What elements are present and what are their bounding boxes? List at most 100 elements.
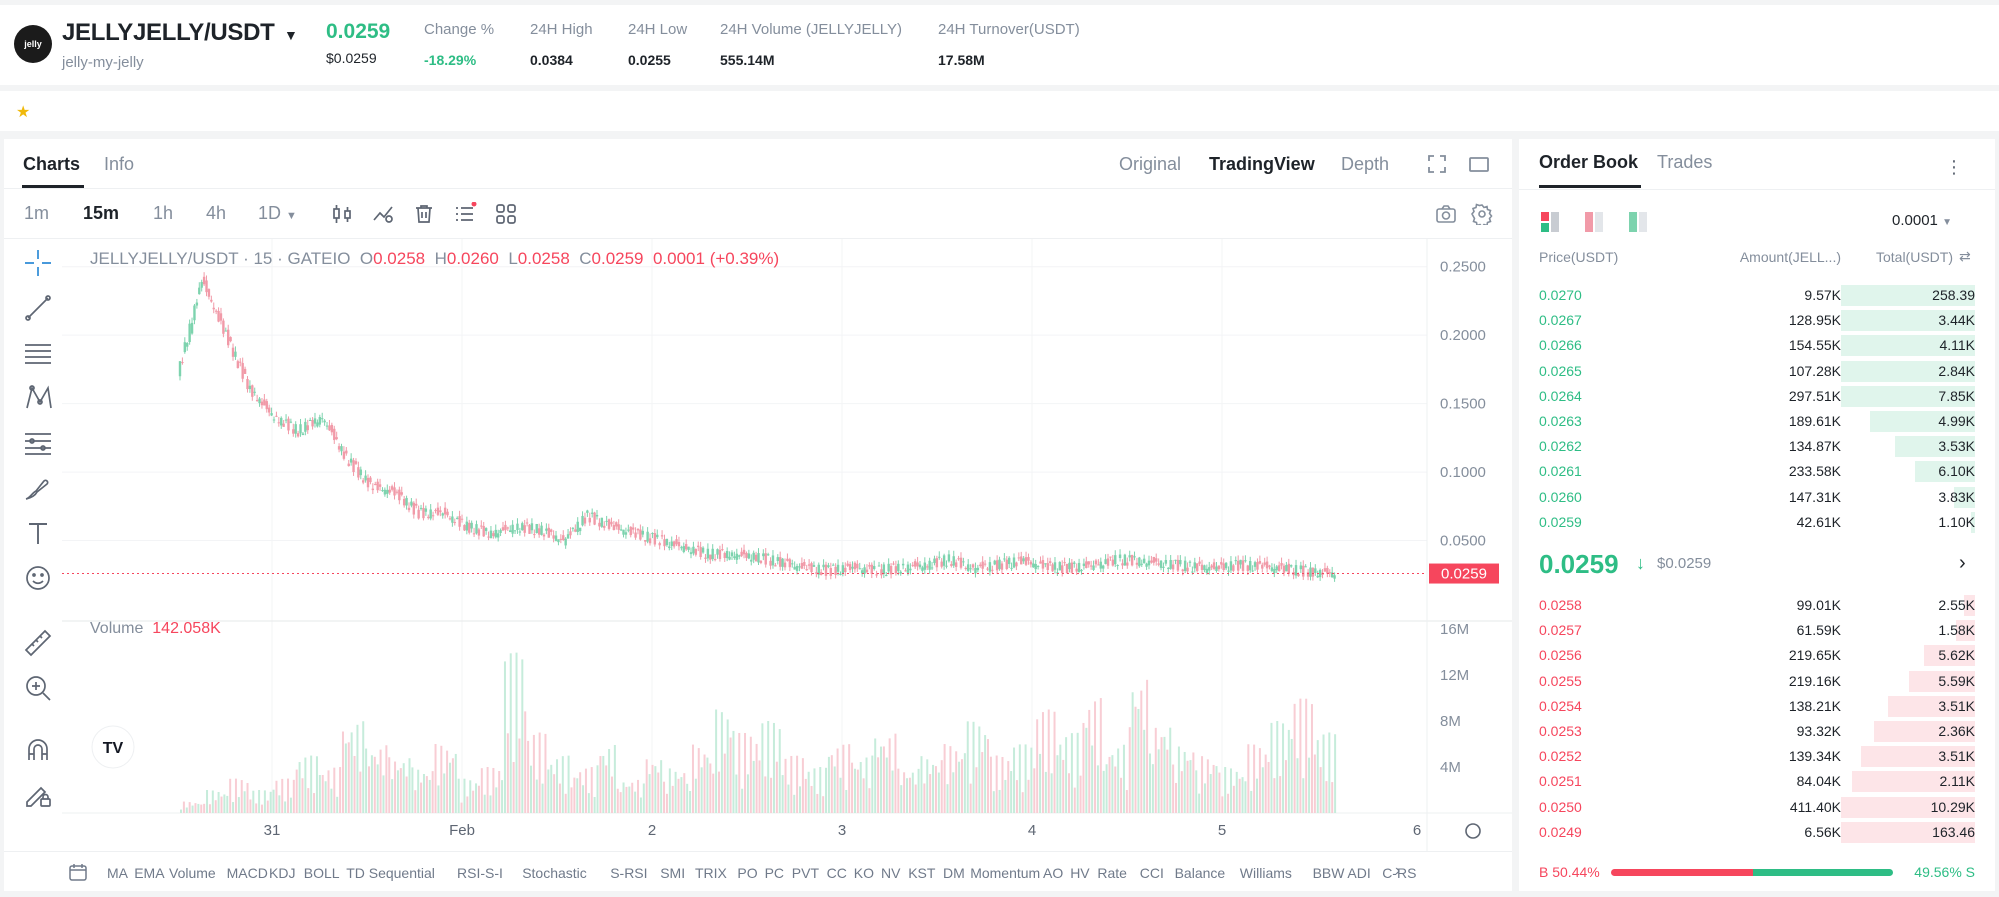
crosshair-icon[interactable] xyxy=(22,247,54,279)
window-icon[interactable] xyxy=(1468,153,1490,175)
indicator-pc[interactable]: PC xyxy=(764,865,785,881)
view-original[interactable]: Original xyxy=(1119,154,1182,174)
indicator-ma[interactable]: MA xyxy=(107,865,128,881)
star-icon[interactable]: ★ xyxy=(16,104,31,121)
ask-row[interactable]: 0.0261 233.58K 6.10K xyxy=(1519,459,1995,484)
indicator-smi[interactable]: SMI xyxy=(660,865,686,881)
indicator-s-rsi[interactable]: S-RSI xyxy=(610,865,648,881)
bid-row[interactable]: 0.0250 411.40K 10.29K xyxy=(1519,795,1995,820)
magnet-icon[interactable] xyxy=(22,734,54,766)
indicator-cci[interactable]: CCI xyxy=(1139,865,1164,881)
indicator-kdj[interactable]: KDJ xyxy=(269,865,296,881)
indicator-rsi-s-i[interactable]: RSI-S-I xyxy=(457,865,503,881)
indicator-pvt[interactable]: PVT xyxy=(791,865,820,881)
indicator-williams[interactable]: Williams xyxy=(1239,865,1292,881)
ask-row[interactable]: 0.0259 42.61K 1.10K xyxy=(1519,510,1995,535)
ask-row[interactable]: 0.0270 9.57K 258.39 xyxy=(1519,283,1995,308)
price-chart[interactable]: 0.0259 0.2500 0.2000 0.1500 0.1000 0.0500 16M 1… xyxy=(62,239,1512,851)
indicator-nv[interactable]: NV xyxy=(881,865,901,881)
tab-order-book[interactable]: Order Book xyxy=(1539,152,1639,172)
indicator-c-rs[interactable]: C-RS xyxy=(1382,865,1417,881)
tab-charts[interactable]: Charts xyxy=(23,154,81,174)
chevron-right-icon[interactable]: › xyxy=(1959,552,1966,574)
pattern-icon[interactable] xyxy=(22,382,54,414)
indicator-ema[interactable]: EMA xyxy=(134,865,165,881)
tab-trades[interactable]: Trades xyxy=(1657,152,1713,172)
ask-row[interactable]: 0.0263 189.61K 4.99K xyxy=(1519,409,1995,434)
lock-drawing-icon[interactable] xyxy=(22,779,54,811)
layout-both-icon[interactable] xyxy=(1539,211,1561,238)
layout-asks-icon[interactable] xyxy=(1583,211,1605,238)
ask-row[interactable]: 0.0267 128.95K 3.44K xyxy=(1519,308,1995,333)
interval-4h[interactable]: 4h xyxy=(206,203,227,223)
indicator-volume[interactable]: Volume xyxy=(169,865,216,881)
indicator-adi[interactable]: ADI xyxy=(1347,865,1371,881)
axis-settings-icon[interactable] xyxy=(1465,823,1481,839)
ask-row[interactable]: 0.0262 134.87K 3.53K xyxy=(1519,434,1995,459)
brush-icon[interactable] xyxy=(22,472,54,504)
calendar-icon[interactable] xyxy=(68,862,88,887)
camera-icon[interactable] xyxy=(1433,201,1459,227)
delete-icon[interactable] xyxy=(411,201,437,227)
indicator-cc[interactable]: CC xyxy=(826,865,847,881)
tradingview-logo-icon[interactable] xyxy=(91,725,135,769)
indicator-trix[interactable]: TRIX xyxy=(695,865,727,881)
fib-retracement-icon[interactable] xyxy=(22,427,54,459)
indicator-stochastic[interactable]: Stochastic xyxy=(522,865,587,881)
ask-row[interactable]: 0.0264 297.51K 7.85K xyxy=(1519,384,1995,409)
indicator-td-sequential[interactable]: TD Sequential xyxy=(346,865,435,881)
ask-row[interactable]: 0.0266 154.55K 4.11K xyxy=(1519,333,1995,358)
indicator-hv[interactable]: HV xyxy=(1070,865,1090,881)
indicator-bbw[interactable]: BBW xyxy=(1312,865,1345,881)
indicator-dm[interactable]: DM xyxy=(943,865,965,881)
layout-grid-icon[interactable] xyxy=(493,201,519,227)
swap-icon[interactable]: ⇄ xyxy=(1959,248,1971,264)
more-options-icon[interactable]: ⋮ xyxy=(1945,157,1963,177)
view-tradingview[interactable]: TradingView xyxy=(1209,154,1315,174)
precision-select[interactable]: 0.0001 ▼ xyxy=(1892,212,1952,229)
zoom-in-icon[interactable] xyxy=(22,672,54,704)
emoji-icon[interactable] xyxy=(22,562,54,594)
indicator-balance[interactable]: Balance xyxy=(1174,865,1226,881)
indicator-boll[interactable]: BOLL xyxy=(303,865,340,881)
chart-canvas[interactable]: 0.0259 0.2500 0.2000 0.1500 0.1000 0.0500 16M 1… xyxy=(62,239,1512,851)
interval-15m[interactable]: 15m xyxy=(83,203,120,223)
indicator-kst[interactable]: KST xyxy=(908,865,936,881)
interval-1h[interactable]: 1h xyxy=(153,203,174,223)
chevron-right-icon[interactable]: › xyxy=(1395,862,1401,879)
ruler-icon[interactable] xyxy=(22,627,54,659)
bid-row[interactable]: 0.0256 219.65K 5.62K xyxy=(1519,643,1995,668)
indicator-ao[interactable]: AO xyxy=(1043,865,1064,881)
indicator-ko[interactable]: KO xyxy=(853,865,875,881)
bid-row[interactable]: 0.0258 99.01K 2.55K xyxy=(1519,593,1995,618)
pair-title[interactable]: JELLYJELLY/USDT xyxy=(62,19,275,46)
pair-dropdown-caret-icon[interactable]: ▼ xyxy=(284,27,298,43)
horizontal-lines-icon[interactable] xyxy=(22,337,54,369)
bid-row[interactable]: 0.0254 138.21K 3.51K xyxy=(1519,694,1995,719)
bid-row[interactable]: 0.0255 219.16K 5.59K xyxy=(1519,669,1995,694)
bid-row[interactable]: 0.0249 6.56K 163.46 xyxy=(1519,820,1995,845)
indicator-rate[interactable]: Rate xyxy=(1097,865,1127,881)
list-icon[interactable] xyxy=(452,201,478,227)
text-tool-icon[interactable] xyxy=(22,517,54,549)
tab-info[interactable]: Info xyxy=(104,154,135,174)
trend-line-icon[interactable] xyxy=(22,292,54,324)
indicator-po[interactable]: PO xyxy=(737,865,758,881)
view-depth[interactable]: Depth xyxy=(1341,154,1390,174)
ask-row[interactable]: 0.0260 147.31K 3.83K xyxy=(1519,485,1995,510)
settings-gear-icon[interactable] xyxy=(1469,201,1495,227)
candle-type-icon[interactable] xyxy=(329,201,355,227)
interval-1d[interactable]: 1D ▼ xyxy=(258,203,297,224)
row-price: 0.0253 xyxy=(1539,723,1582,739)
indicators-icon[interactable] xyxy=(370,201,396,227)
indicator-momentum[interactable]: Momentum xyxy=(970,865,1041,881)
layout-bids-icon[interactable] xyxy=(1627,211,1649,238)
bid-row[interactable]: 0.0253 93.32K 2.36K xyxy=(1519,719,1995,744)
interval-1m[interactable]: 1m xyxy=(24,203,50,223)
indicator-macd[interactable]: MACD xyxy=(226,865,268,881)
bid-row[interactable]: 0.0251 84.04K 2.11K xyxy=(1519,769,1995,794)
ask-row[interactable]: 0.0265 107.28K 2.84K xyxy=(1519,359,1995,384)
fullscreen-icon[interactable] xyxy=(1426,153,1448,175)
bid-row[interactable]: 0.0257 61.59K 1.58K xyxy=(1519,618,1995,643)
bid-row[interactable]: 0.0252 139.34K 3.51K xyxy=(1519,744,1995,769)
